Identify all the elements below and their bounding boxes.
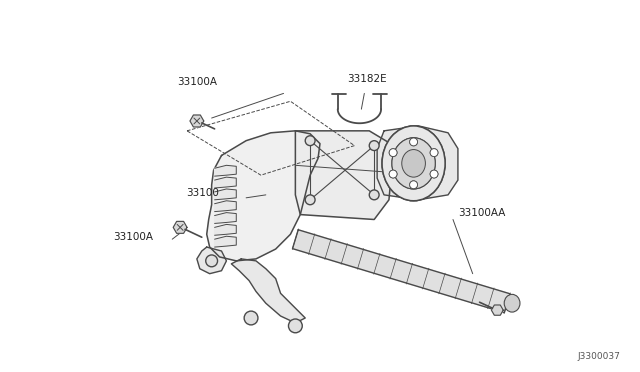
Polygon shape bbox=[214, 236, 236, 247]
Polygon shape bbox=[173, 221, 187, 233]
Text: 33100A: 33100A bbox=[113, 232, 153, 242]
Polygon shape bbox=[214, 189, 236, 200]
Circle shape bbox=[389, 170, 397, 178]
Circle shape bbox=[410, 181, 417, 189]
Circle shape bbox=[430, 149, 438, 157]
Circle shape bbox=[410, 138, 417, 146]
Polygon shape bbox=[207, 131, 320, 261]
Circle shape bbox=[389, 149, 397, 157]
Ellipse shape bbox=[504, 294, 520, 312]
Polygon shape bbox=[197, 247, 227, 274]
Text: 33100: 33100 bbox=[187, 188, 220, 198]
Circle shape bbox=[410, 138, 417, 146]
Circle shape bbox=[289, 319, 302, 333]
Circle shape bbox=[389, 170, 397, 178]
Text: 33182E: 33182E bbox=[348, 74, 387, 84]
Polygon shape bbox=[214, 224, 236, 235]
Circle shape bbox=[410, 181, 417, 189]
Circle shape bbox=[305, 136, 315, 145]
Ellipse shape bbox=[382, 126, 445, 201]
Polygon shape bbox=[377, 126, 458, 200]
Polygon shape bbox=[214, 165, 236, 176]
Polygon shape bbox=[214, 212, 236, 224]
Circle shape bbox=[205, 255, 218, 267]
Text: 33100AA: 33100AA bbox=[458, 208, 506, 218]
Text: J3300037: J3300037 bbox=[577, 352, 620, 361]
Circle shape bbox=[430, 170, 438, 178]
Ellipse shape bbox=[402, 150, 426, 177]
Polygon shape bbox=[214, 201, 236, 212]
Circle shape bbox=[389, 149, 397, 157]
Polygon shape bbox=[214, 177, 236, 188]
Circle shape bbox=[369, 190, 379, 200]
Ellipse shape bbox=[392, 138, 435, 189]
Circle shape bbox=[430, 170, 438, 178]
Polygon shape bbox=[296, 131, 394, 219]
Circle shape bbox=[369, 141, 379, 151]
Ellipse shape bbox=[392, 138, 435, 189]
Ellipse shape bbox=[382, 126, 445, 201]
Circle shape bbox=[305, 195, 315, 205]
Polygon shape bbox=[492, 305, 503, 315]
Polygon shape bbox=[190, 115, 204, 127]
Text: 33100A: 33100A bbox=[177, 77, 217, 87]
Polygon shape bbox=[292, 230, 510, 312]
Circle shape bbox=[244, 311, 258, 325]
Polygon shape bbox=[231, 259, 305, 323]
Circle shape bbox=[430, 149, 438, 157]
